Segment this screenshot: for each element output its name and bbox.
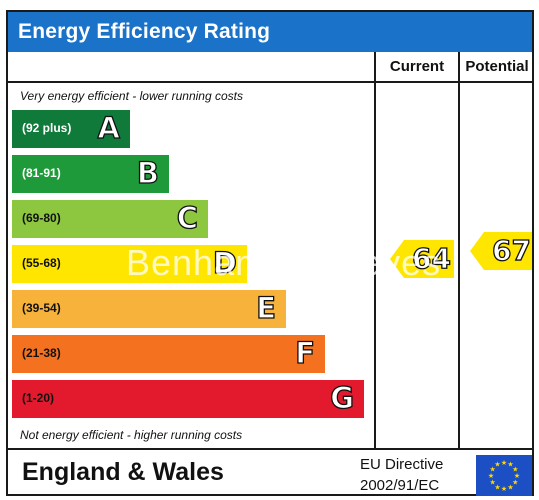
eu-star-icon: ★	[501, 485, 507, 493]
band-letter: B	[136, 155, 159, 190]
potential-rating-value: 67	[491, 233, 531, 267]
band-b: (81-91) B	[12, 155, 169, 193]
column-header-potential: Potential	[465, 58, 529, 75]
band-range: (1-20)	[22, 391, 55, 405]
current-rating-arrow: 64	[390, 240, 454, 278]
caption-inefficient: Not energy efficient - higher running co…	[20, 428, 243, 442]
divider	[8, 448, 532, 450]
eu-flag-icon: ★ ★ ★ ★ ★ ★ ★ ★ ★ ★ ★ ★	[476, 455, 532, 496]
band-letter: G	[330, 380, 355, 415]
band-f: (21-38) F	[12, 335, 325, 373]
column-header-current: Current	[389, 58, 445, 75]
eu-star-icon: ★	[494, 483, 500, 491]
band-g: (1-20) G	[12, 380, 364, 418]
band-range: (92 plus)	[22, 121, 72, 135]
band-d: (55-68) D	[12, 245, 247, 283]
band-range: (55-68)	[22, 256, 61, 270]
divider	[374, 52, 376, 448]
caption-efficient: Very energy efficient - lower running co…	[20, 89, 243, 103]
eu-star-icon: ★	[512, 479, 518, 487]
band-letter: F	[295, 335, 316, 370]
eu-star-icon: ★	[490, 479, 496, 487]
eu-directive: EU Directive 2002/91/EC	[360, 454, 443, 496]
band-range: (81-91)	[22, 166, 61, 180]
potential-rating-arrow: 67	[470, 232, 532, 270]
divider	[8, 81, 532, 83]
band-letter: A	[97, 110, 121, 145]
band-letter: C	[176, 200, 199, 235]
eu-star-icon: ★	[488, 472, 494, 480]
band-range: (21-38)	[22, 346, 61, 360]
divider	[458, 52, 460, 448]
directive-line-2: 2002/91/EC	[360, 477, 440, 494]
band-e: (39-54) E	[12, 290, 286, 328]
eu-star-icon: ★	[512, 466, 518, 474]
directive-line-1: EU Directive	[360, 456, 444, 473]
band-range: (69-80)	[22, 211, 61, 225]
eu-star-icon: ★	[507, 483, 513, 491]
band-a: (92 plus) A	[12, 110, 130, 148]
chart-title: Energy Efficiency Rating	[8, 12, 532, 52]
eu-star-icon: ★	[514, 472, 520, 480]
band-letter: E	[256, 290, 277, 325]
band-letter: D	[212, 245, 237, 280]
eu-star-icon: ★	[494, 461, 500, 469]
eu-star-icon: ★	[490, 466, 496, 474]
eu-star-icon: ★	[507, 461, 513, 469]
band-c: (69-80) C	[12, 200, 208, 238]
eu-star-icon: ★	[501, 459, 507, 467]
band-range: (39-54)	[22, 301, 61, 315]
region-label: England & Wales	[22, 458, 224, 486]
energy-rating-chart: Energy Efficiency Rating Current Potenti…	[6, 10, 534, 496]
current-rating-value: 64	[411, 241, 451, 275]
